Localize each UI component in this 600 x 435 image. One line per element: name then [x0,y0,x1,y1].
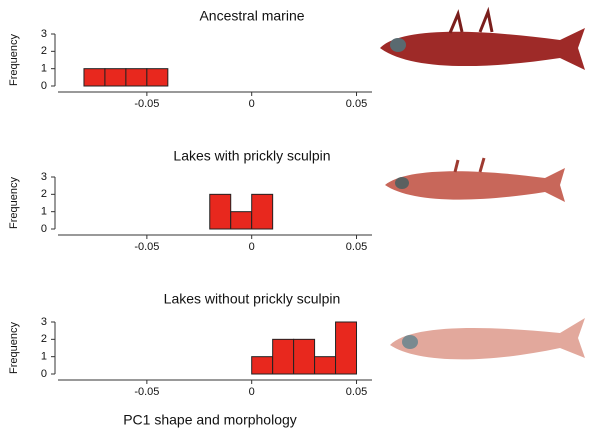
bar [272,338,295,375]
y-tick-label: 2 [41,188,47,200]
bar [251,356,274,375]
panel-title: Lakes with prickly sculpin [173,148,330,164]
bar [104,68,127,87]
x-tick-label: -0.05 [134,98,159,110]
bar [314,356,337,375]
y-tick-label: 2 [41,45,47,57]
fish-without-sculpin [390,318,585,360]
x-tick-label: 0.05 [346,241,367,253]
x-tick-label: 0 [249,98,255,110]
y-axis-label: Frequency [8,177,20,229]
bar [146,68,169,87]
y-tick-label: 3 [41,28,47,40]
x-tick-label: -0.05 [134,386,159,398]
fish-marine [380,6,585,70]
x-tick-label: 0.05 [346,386,367,398]
y-tick-label: 0 [41,368,47,380]
x-tick-label: -0.05 [134,241,159,253]
y-tick-label: 0 [41,80,47,92]
y-axis-label: Frequency [8,322,20,374]
x-tick-label: 0.05 [346,98,367,110]
bar [335,321,358,375]
y-tick-label: 1 [41,351,47,363]
bar [251,193,274,230]
x-axis-label: PC1 shape and morphology [123,412,297,428]
fish-with-sculpin [385,157,565,202]
panel-title: Ancestral marine [199,8,304,24]
y-tick-label: 0 [41,223,47,235]
bar [125,68,148,87]
bar [230,211,253,230]
bar [293,338,316,375]
y-tick-label: 3 [41,316,47,328]
y-tick-label: 3 [41,171,47,183]
panel-title: Lakes without prickly sculpin [164,291,341,307]
y-tick-label: 2 [41,333,47,345]
bar [83,68,106,87]
x-tick-label: 0 [249,241,255,253]
bar [209,193,232,230]
y-tick-label: 1 [41,206,47,218]
y-tick-label: 1 [41,63,47,75]
x-tick-label: 0 [249,386,255,398]
y-axis-label: Frequency [8,34,20,86]
